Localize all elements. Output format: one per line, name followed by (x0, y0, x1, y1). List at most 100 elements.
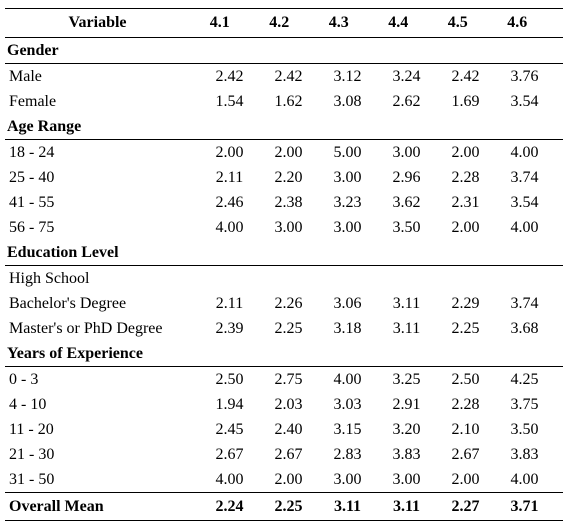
table-row: Female 1.54 1.62 3.08 2.62 1.69 3.54 (5, 89, 563, 114)
table-cell: 3.15 (333, 421, 362, 438)
table-cell: 2.31 (451, 194, 480, 211)
table-cell: 2.11 (215, 295, 244, 312)
row-label: 41 - 55 (9, 194, 55, 211)
row-label: 4 - 10 (9, 396, 47, 413)
table-cell: 4.00 (510, 144, 539, 161)
table-cell: 1.62 (274, 93, 303, 110)
row-label: Bachelor's Degree (9, 295, 127, 312)
table-cell: 3.00 (392, 471, 421, 488)
row-cells: 2.39 2.25 3.18 3.11 2.25 3.68 (200, 316, 554, 341)
table-cell: 2.67 (451, 446, 480, 463)
overall-mean-cell: 3.11 (392, 498, 421, 515)
table-cell: 2.50 (215, 371, 244, 388)
table-cell: 3.75 (510, 396, 539, 413)
table-cell: 2.91 (392, 396, 421, 413)
table-cell: 2.03 (274, 396, 303, 413)
row-label: 31 - 50 (9, 471, 55, 488)
table-cell: 3.18 (333, 320, 362, 337)
table-cell: 2.00 (451, 471, 480, 488)
table-cell: 2.28 (451, 396, 480, 413)
table-cell: 3.11 (392, 295, 421, 312)
table-cell: 2.50 (451, 371, 480, 388)
table-cell: 2.96 (392, 169, 421, 186)
table-header-row: Variable 4.1 4.2 4.3 4.4 4.5 4.6 (5, 8, 563, 38)
row-cells: 4.00 2.00 3.00 3.00 2.00 4.00 (200, 467, 554, 492)
table-body: Gender Male 2.42 2.42 3.12 3.24 2.42 3.76 Female… (5, 38, 563, 492)
section-title: Education Level (7, 244, 119, 261)
results-table: Variable 4.1 4.2 4.3 4.4 4.5 4.6 Gender M… (5, 8, 563, 521)
row-label: High School (9, 270, 90, 287)
table-cell: 3.54 (510, 194, 539, 211)
table-cell: 2.38 (274, 194, 303, 211)
table-cell: 3.25 (392, 371, 421, 388)
header-col-4-2: 4.2 (269, 14, 290, 31)
table-cell: 2.46 (215, 194, 244, 211)
header-col-4-1: 4.1 (209, 14, 230, 31)
table-cell: 2.25 (451, 320, 480, 337)
table-cell: 3.74 (510, 169, 539, 186)
table-cell: 2.40 (274, 421, 303, 438)
row-cells: 1.94 2.03 3.03 2.91 2.28 3.75 (200, 392, 554, 417)
section-title: Years of Experience (7, 345, 143, 362)
table-row: 11 - 20 2.45 2.40 3.15 3.20 2.10 3.50 (5, 417, 563, 442)
table-cell: 3.50 (510, 421, 539, 438)
overall-mean-cells: 2.24 2.25 3.11 3.11 2.27 3.71 (200, 493, 554, 520)
row-label: Master's or PhD Degree (9, 320, 163, 337)
table-cell: 4.00 (510, 219, 539, 236)
table-cell: 2.25 (274, 320, 303, 337)
table-cell: 3.50 (392, 219, 421, 236)
table-cell: 2.83 (333, 446, 362, 463)
table-cell: 3.83 (392, 446, 421, 463)
table-cell: 4.00 (333, 371, 362, 388)
table-cell: 4.00 (215, 219, 244, 236)
table-cell: 3.68 (510, 320, 539, 337)
row-label: 18 - 24 (9, 144, 55, 161)
table-cell: 2.00 (451, 219, 480, 236)
table-cell: 3.62 (392, 194, 421, 211)
table-row: High School (5, 266, 563, 291)
table-cell: 3.83 (510, 446, 539, 463)
overall-mean-cell: 2.24 (215, 498, 244, 515)
table-cell: 4.00 (510, 471, 539, 488)
table-cell: 1.94 (215, 396, 244, 413)
row-label: 0 - 3 (9, 371, 39, 388)
overall-mean-cell: 3.11 (333, 498, 362, 515)
table-cell: 2.62 (392, 93, 421, 110)
table-cell: 2.45 (215, 421, 244, 438)
table-cell: 3.00 (274, 219, 303, 236)
row-cells: 2.42 2.42 3.12 3.24 2.42 3.76 (200, 64, 554, 89)
header-cells: 4.1 4.2 4.3 4.4 4.5 4.6 (190, 9, 547, 37)
header-col-4-6: 4.6 (507, 14, 528, 31)
overall-mean-row: Overall Mean 2.24 2.25 3.11 3.11 2.27 3.… (5, 492, 563, 521)
table-row: 25 - 40 2.11 2.20 3.00 2.96 2.28 3.74 (5, 165, 563, 190)
header-col-4-4: 4.4 (388, 14, 409, 31)
table-row: Bachelor's Degree 2.11 2.26 3.06 3.11 2.29 3.7… (5, 291, 563, 316)
row-label: 56 - 75 (9, 219, 55, 236)
table-cell: 3.00 (333, 169, 362, 186)
header-col-4-3: 4.3 (328, 14, 349, 31)
table-cell: 2.67 (215, 446, 244, 463)
table-cell: 3.54 (510, 93, 539, 110)
overall-mean-cell: 3.71 (510, 498, 539, 515)
table-cell: 2.42 (215, 68, 244, 85)
table-row: 0 - 3 2.50 2.75 4.00 3.25 2.50 4.25 (5, 367, 563, 392)
table-row: Male 2.42 2.42 3.12 3.24 2.42 3.76 (5, 64, 563, 89)
table-cell: 2.10 (451, 421, 480, 438)
table-cell: 2.75 (274, 371, 303, 388)
row-cells: 2.45 2.40 3.15 3.20 2.10 3.50 (200, 417, 554, 442)
table-cell: 2.42 (451, 68, 480, 85)
row-label: Female (9, 93, 57, 110)
table-row: Master's or PhD Degree 2.39 2.25 3.18 3.11 2.… (5, 316, 563, 341)
row-label: 11 - 20 (9, 421, 54, 438)
section-header-row: Gender (5, 38, 563, 64)
table-cell: 2.00 (274, 144, 303, 161)
row-label: Male (9, 68, 42, 85)
table-cell: 2.67 (274, 446, 303, 463)
table-cell: 3.03 (333, 396, 362, 413)
overall-mean-label: Overall Mean (9, 498, 104, 515)
table-cell: 5.00 (333, 144, 362, 161)
table-cell: 3.11 (392, 320, 421, 337)
table-cell: 2.00 (451, 144, 480, 161)
section-header-row: Age Range (5, 114, 563, 140)
section-title: Gender (7, 42, 59, 59)
